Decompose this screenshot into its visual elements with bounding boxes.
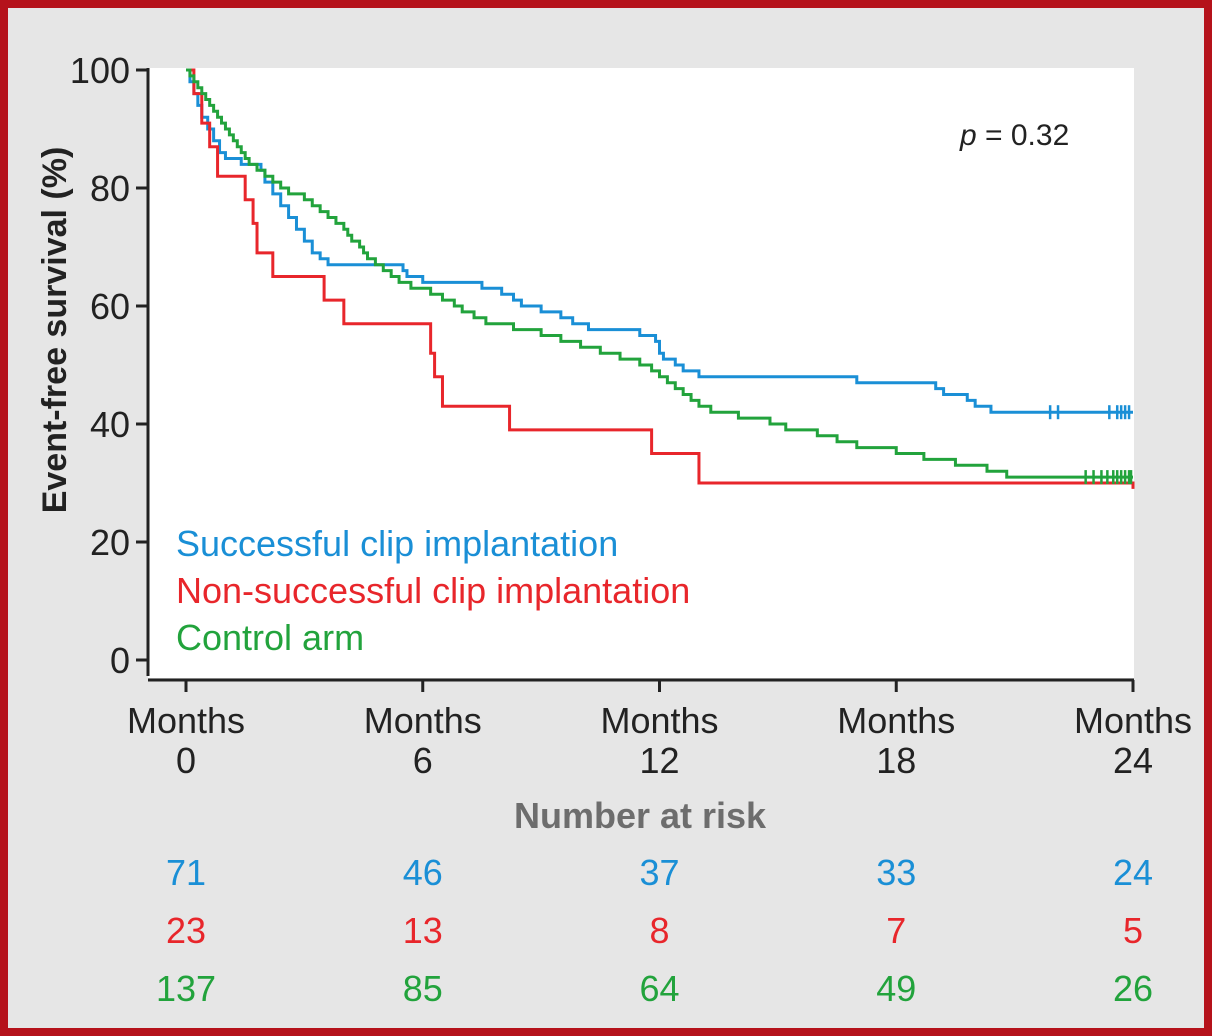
series-control-arm-line xyxy=(186,68,1133,479)
y-tick-label: 0 xyxy=(110,640,130,681)
p-value-symbol: p xyxy=(959,119,977,152)
survival-curves xyxy=(186,68,1135,489)
risk-count: 71 xyxy=(166,852,206,893)
y-tick-label: 60 xyxy=(90,286,130,327)
number-at-risk-table: 71 46 37 33 24 23 13 8 7 5 137 85 64 49 26 xyxy=(156,852,1153,1009)
x-tick-label: 24 xyxy=(1113,740,1153,781)
risk-count: 137 xyxy=(156,968,216,1009)
y-axis: 0 20 40 60 80 100 xyxy=(70,50,150,681)
plot-area xyxy=(148,68,1134,678)
y-tick-label: 20 xyxy=(90,522,130,563)
risk-count: 8 xyxy=(649,910,669,951)
risk-count: 5 xyxy=(1123,910,1143,951)
x-tick-prefix: Months xyxy=(1074,700,1192,741)
risk-count: 64 xyxy=(639,968,679,1009)
risk-count: 37 xyxy=(639,852,679,893)
x-tick-prefix: Months xyxy=(837,700,955,741)
risk-count: 46 xyxy=(403,852,443,893)
y-tick-label: 40 xyxy=(90,404,130,445)
risk-count: 7 xyxy=(886,910,906,951)
risk-count: 23 xyxy=(166,910,206,951)
x-tick-prefix: Months xyxy=(600,700,718,741)
risk-count: 24 xyxy=(1113,852,1153,893)
series-successful-clip-implantation-line xyxy=(186,68,1133,414)
risk-count: 33 xyxy=(876,852,916,893)
series-non-successful-clip-implantation-line xyxy=(186,68,1135,489)
number-at-risk-title: Number at risk xyxy=(514,795,767,836)
y-tick-label: 80 xyxy=(90,168,130,209)
x-tick-prefix: Months xyxy=(364,700,482,741)
x-tick-label: 18 xyxy=(876,740,916,781)
x-tick-prefix: Months xyxy=(127,700,245,741)
y-tick-label: 100 xyxy=(70,50,130,91)
risk-count: 85 xyxy=(403,968,443,1009)
p-value-text: = 0.32 xyxy=(977,119,1070,152)
risk-count: 26 xyxy=(1113,968,1153,1009)
p-value-annotation: p = 0.32 xyxy=(959,119,1069,152)
y-axis-title: Event-free survival (%) xyxy=(36,147,74,514)
legend-entry: Non-successful clip implantation xyxy=(176,570,690,611)
risk-count: 49 xyxy=(876,968,916,1009)
x-tick-label: 12 xyxy=(639,740,679,781)
legend-entry: Successful clip implantation xyxy=(176,523,618,564)
x-tick-label: 6 xyxy=(413,740,433,781)
x-tick-label: 0 xyxy=(176,740,196,781)
risk-count: 13 xyxy=(403,910,443,951)
legend: Successful clip implantation Non-successf… xyxy=(176,523,690,658)
legend-entry: Control arm xyxy=(176,617,364,658)
